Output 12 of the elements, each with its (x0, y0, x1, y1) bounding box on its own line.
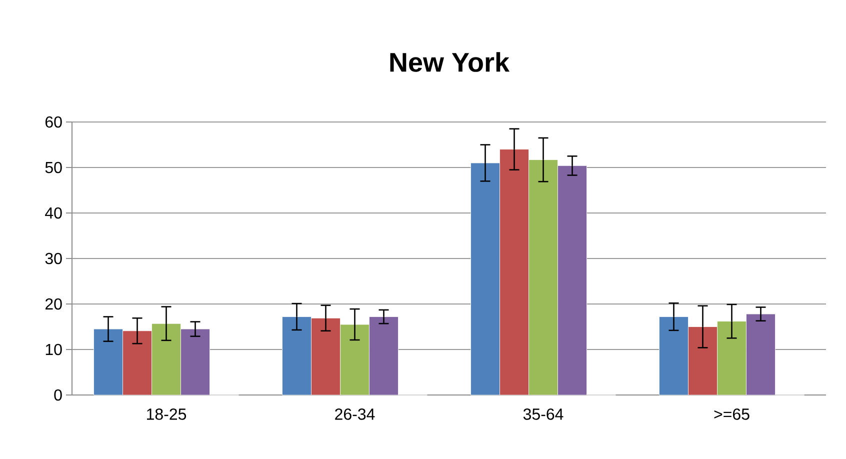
x-tick-label: 18-25 (147, 408, 186, 420)
y-tick-label: 0 (54, 389, 62, 401)
y-tick-label: 20 (45, 298, 62, 310)
y-tick-label: 40 (45, 207, 62, 219)
x-tick-label: >=65 (714, 408, 750, 420)
y-tick-label: 60 (45, 116, 62, 128)
x-tick-label: 35-64 (523, 408, 564, 420)
y-tick-label: 10 (46, 344, 62, 356)
y-tick-label: 30 (45, 252, 62, 264)
y-tick-label: 50 (45, 162, 62, 174)
chart-title: New York (390, 52, 510, 72)
x-tick-label: 26-34 (335, 408, 375, 420)
